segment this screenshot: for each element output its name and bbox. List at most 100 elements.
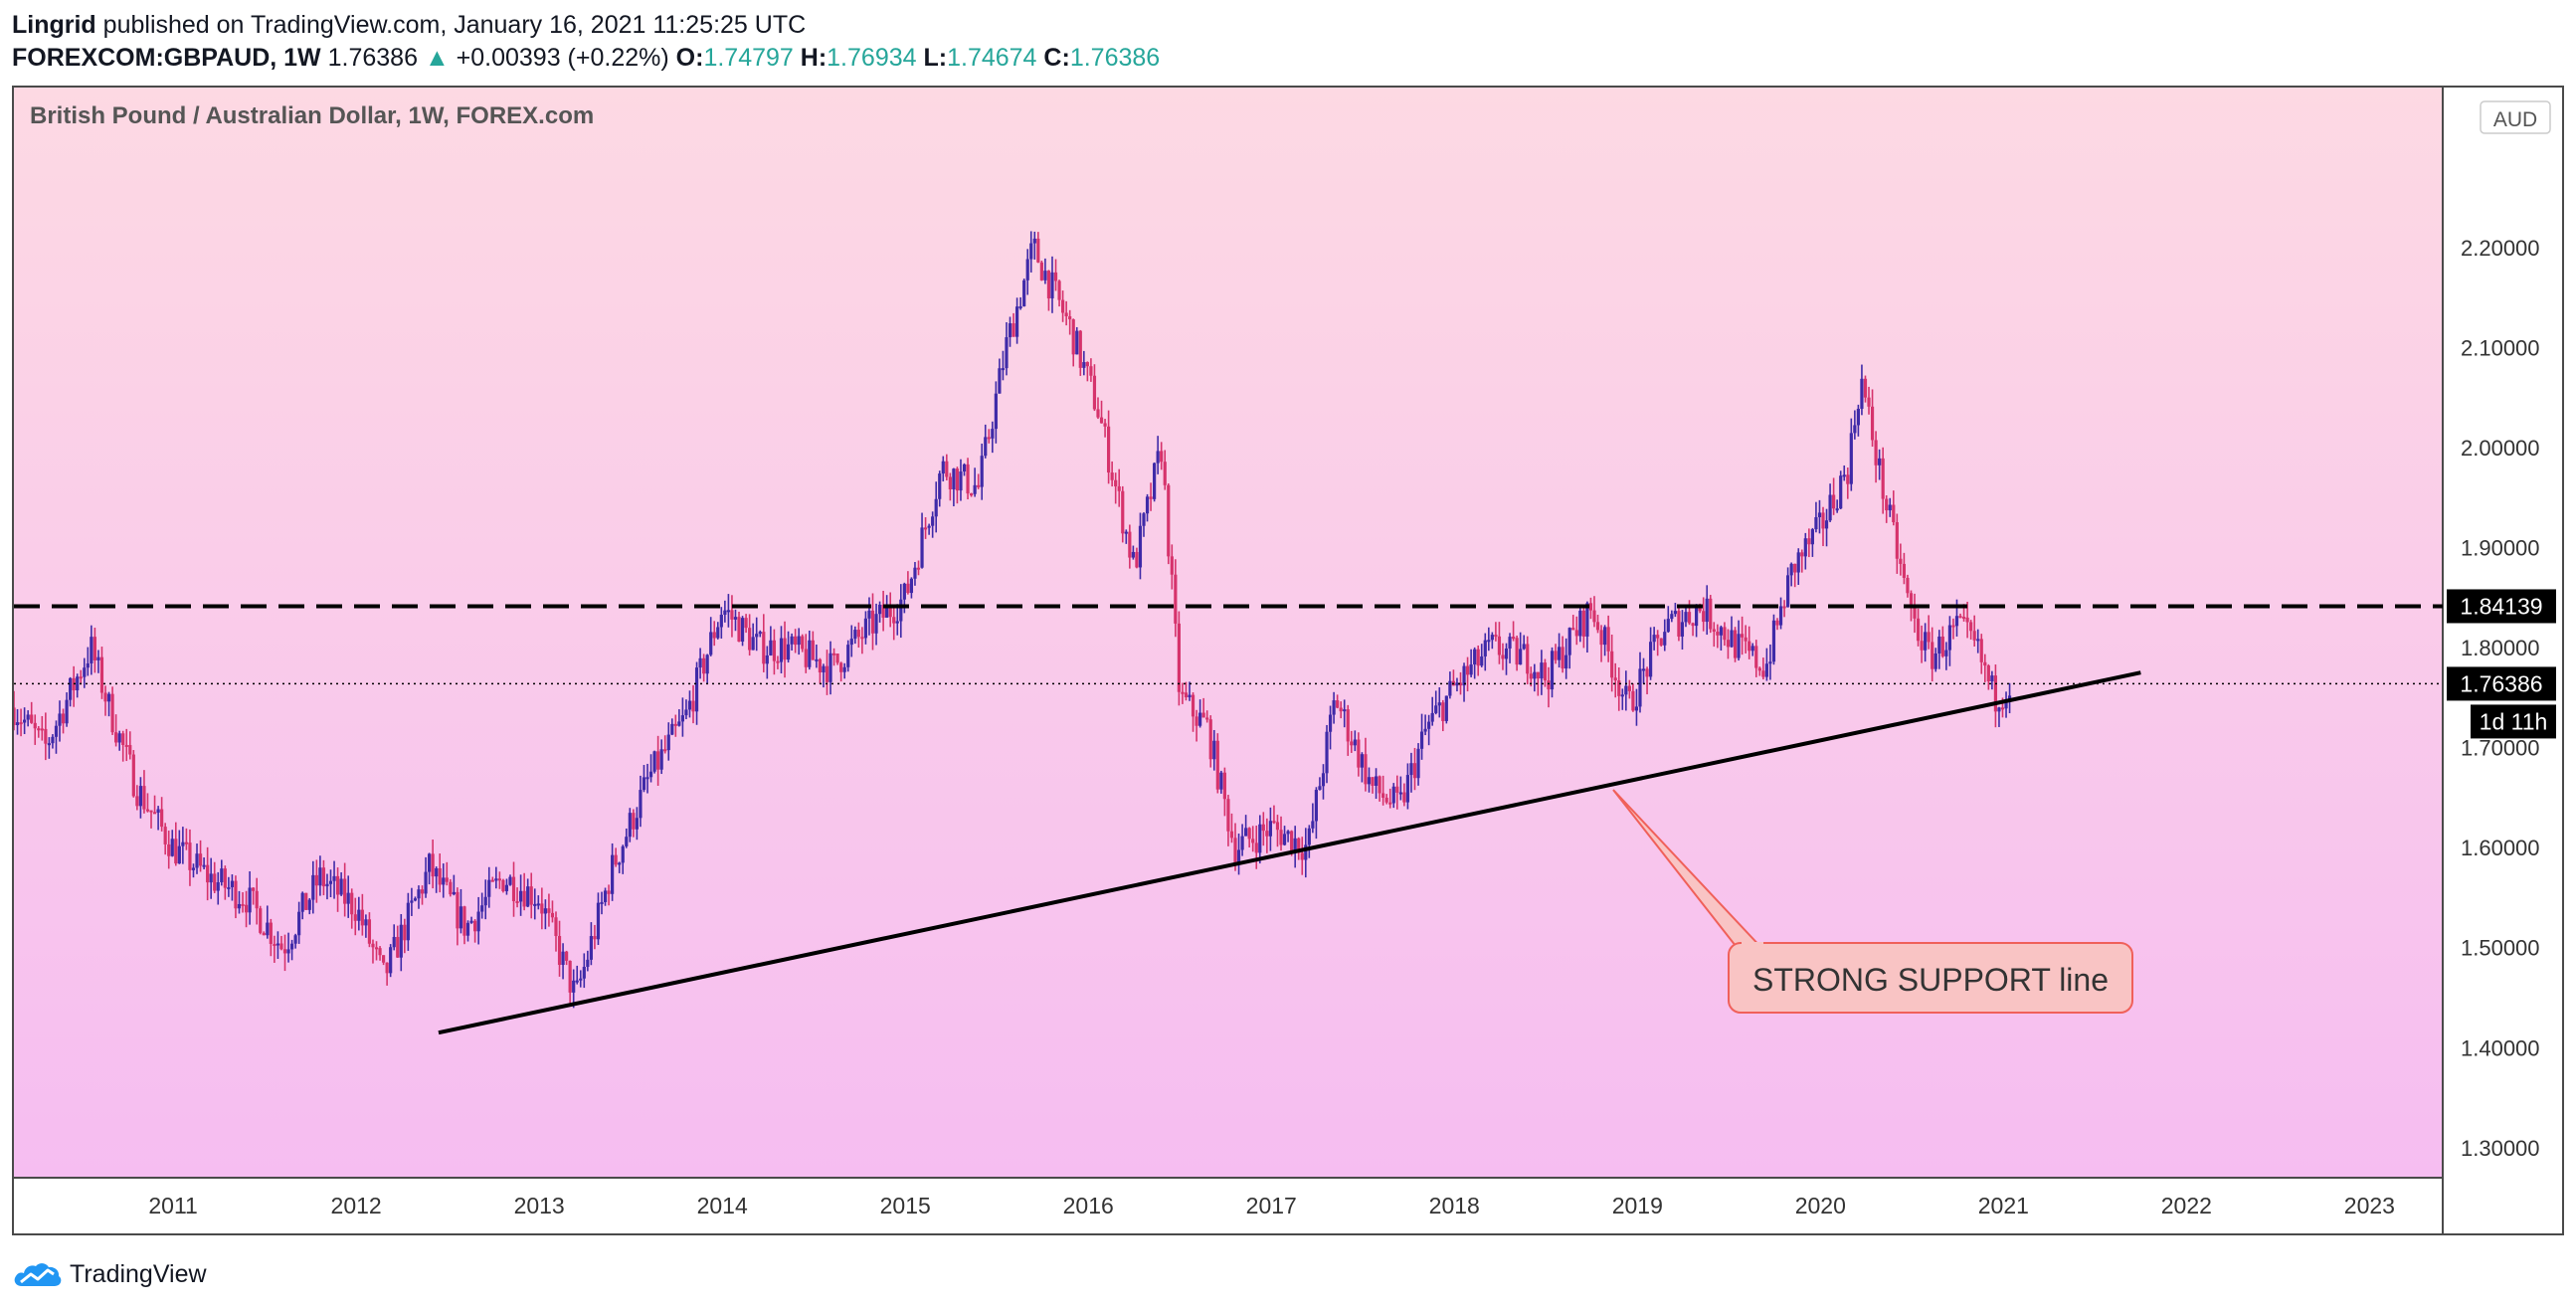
candle-body	[1441, 702, 1445, 721]
candle-body	[1768, 661, 1772, 664]
candle-body	[1993, 675, 1998, 712]
chart-title: British Pound / Australian Dollar, 1W, F…	[30, 102, 594, 129]
candle-body	[1902, 563, 1907, 578]
candle-body	[420, 889, 425, 894]
candle-body	[1782, 606, 1786, 609]
candle-body	[1940, 636, 1944, 656]
support-callout[interactable]: STRONG SUPPORT line	[1612, 789, 2133, 1014]
candle-body	[427, 853, 432, 872]
resistance-label-box	[2447, 589, 2556, 624]
candle-body	[931, 516, 935, 526]
candle-body	[790, 636, 794, 645]
time-scale[interactable]: 2011 2012 2013 2014 2015 2016 2017 2018 2019 2020…	[148, 1193, 2395, 1218]
candle-body	[1849, 433, 1853, 484]
price-scale[interactable]: 1.30000 1.40000 1.50000 1.60000 1.70000 1.800…	[2461, 236, 2540, 1161]
candle-body	[1494, 635, 1498, 638]
year-tick-label: 2017	[1246, 1193, 1297, 1218]
candle-body	[797, 636, 801, 646]
publish-info: Lingrid published on TradingView.com, Ja…	[12, 10, 806, 40]
candle-body	[1469, 664, 1473, 675]
candle-body	[1965, 617, 1969, 623]
candle-body	[557, 936, 562, 966]
candle-body	[121, 733, 125, 745]
year-tick-label: 2020	[1795, 1193, 1846, 1218]
candle-body	[1933, 653, 1937, 669]
author-name[interactable]: Lingrid	[12, 11, 96, 39]
candle-body	[659, 749, 663, 770]
candle-body	[1595, 622, 1600, 631]
candle-body	[656, 751, 660, 770]
candle-body	[1184, 692, 1189, 698]
price-chart[interactable]: STRONG SUPPORT line British Pound / Aust…	[14, 88, 2562, 1233]
candle-body	[1437, 702, 1441, 706]
candle-body	[593, 936, 597, 940]
candle-body	[1167, 484, 1171, 557]
candle-body	[1937, 636, 1941, 654]
candle-body	[1371, 777, 1375, 786]
candle-body	[209, 873, 213, 883]
candle-body	[547, 908, 551, 913]
tradingview-brand[interactable]: TradingView	[70, 1259, 207, 1288]
candle-body	[1448, 680, 1452, 696]
candle-body	[462, 906, 466, 936]
candle-body	[589, 936, 593, 960]
support-trendline[interactable]	[438, 670, 2141, 1035]
candle-body	[923, 527, 928, 530]
currency-badge[interactable]: AUD	[2480, 100, 2551, 134]
candle-body	[23, 719, 27, 723]
candle-body	[1405, 775, 1410, 803]
candle-body	[687, 700, 692, 710]
candle-body	[1222, 772, 1226, 800]
candle-body	[856, 630, 860, 638]
last-price-label-text: 1.76386	[2460, 670, 2542, 696]
candle-body	[1409, 763, 1413, 776]
candle-body	[835, 654, 839, 663]
candle-body	[772, 640, 777, 661]
candle-body	[987, 437, 991, 440]
candle-body	[600, 901, 604, 904]
candle-body	[1402, 792, 1406, 803]
tradingview-cloud-icon[interactable]	[12, 1260, 64, 1288]
price-tick-label: 1.90000	[2461, 536, 2540, 561]
candle-body	[1046, 271, 1051, 298]
candle-body	[1511, 637, 1516, 640]
candle-body	[1110, 472, 1114, 480]
candle-body	[1817, 512, 1822, 517]
candle-body	[252, 887, 256, 891]
candle-body	[712, 632, 716, 639]
candle-body	[325, 883, 329, 887]
candle-body	[1029, 243, 1033, 260]
candle-body	[96, 656, 100, 660]
candle-body	[216, 882, 220, 891]
candle-body	[540, 903, 544, 914]
candle-body	[1557, 647, 1562, 660]
candle-body	[374, 947, 379, 950]
candle-body	[1078, 330, 1082, 368]
candle-body	[314, 874, 318, 886]
price-tick-label: 2.20000	[2461, 236, 2540, 261]
candle-body	[1198, 712, 1202, 726]
candle-body	[614, 854, 618, 865]
candle-body	[1328, 714, 1333, 732]
countdown-label-box	[2471, 704, 2556, 739]
candle-body	[1075, 330, 1079, 355]
candle-body	[1695, 607, 1699, 627]
candle-body	[611, 854, 615, 894]
candle-body	[1367, 777, 1372, 785]
candle-body	[1226, 799, 1230, 832]
candle-body	[663, 749, 667, 752]
chart-frame[interactable]: STRONG SUPPORT line British Pound / Aust…	[12, 86, 2564, 1235]
candle-body	[1416, 748, 1420, 779]
candle-body	[269, 922, 273, 944]
candle-body	[1778, 606, 1783, 626]
candle-body	[874, 614, 878, 634]
candle-body	[536, 903, 540, 906]
candle-body	[733, 617, 738, 620]
candle-body	[1462, 665, 1466, 686]
candle-body	[497, 878, 501, 881]
candle-body	[1874, 440, 1878, 466]
candle-body	[1181, 691, 1185, 694]
candle-body	[435, 867, 439, 877]
year-tick-label: 2012	[331, 1193, 382, 1218]
candle-body	[318, 867, 322, 886]
